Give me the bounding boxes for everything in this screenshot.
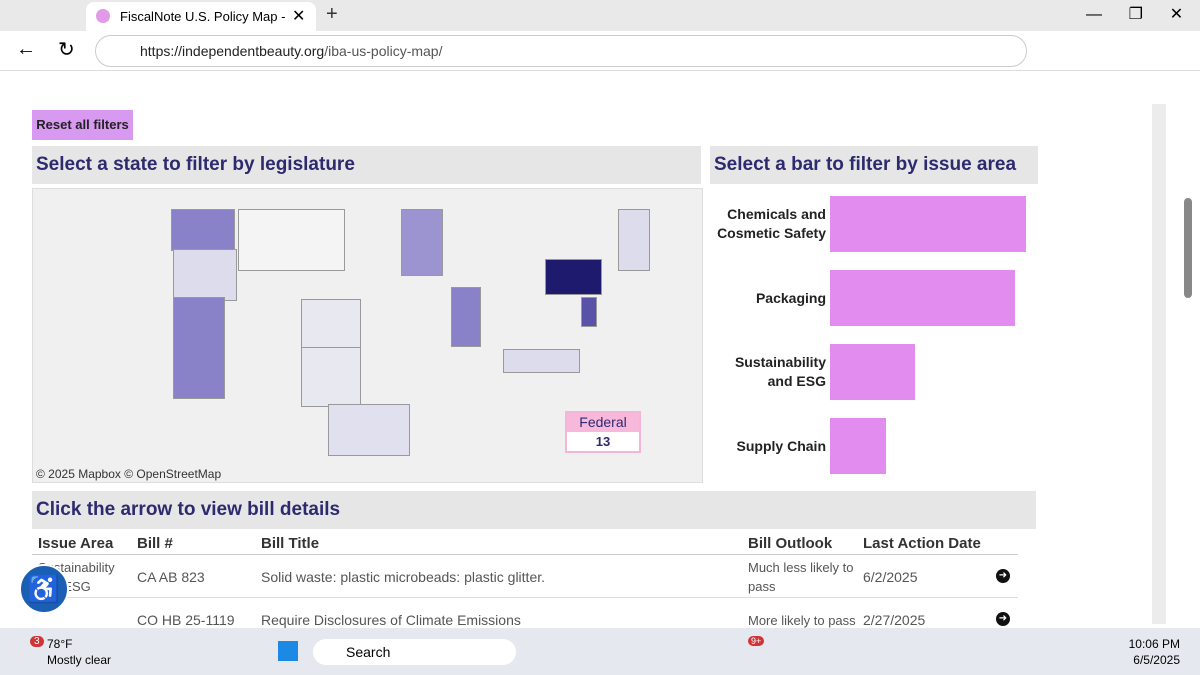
state[interactable]	[618, 209, 650, 271]
federal-label: Federal	[567, 413, 639, 432]
state[interactable]	[173, 297, 225, 399]
bar[interactable]	[830, 344, 915, 400]
weather-badge: 3	[30, 636, 44, 647]
details-arrow[interactable]: ➜	[996, 612, 1010, 626]
table-title: Click the arrow to view bill details	[32, 491, 1036, 529]
federal-box[interactable]: Federal 13	[565, 411, 641, 453]
category-label: Chemicals and Cosmetic Safety	[717, 206, 826, 241]
row-rule	[32, 597, 1018, 598]
temperature: 78°F	[47, 637, 73, 651]
accessibility-button[interactable]: ♿	[19, 564, 69, 614]
refresh[interactable]: ↻	[58, 39, 75, 61]
column-header: Bill Title	[261, 535, 320, 552]
bar[interactable]	[830, 418, 886, 474]
details-arrow[interactable]: ➜	[996, 569, 1010, 583]
address-bar[interactable]: https://independentbeauty.org/iba-us-pol…	[95, 35, 1027, 67]
inner-scrollbar	[1152, 104, 1166, 624]
map-title: Select a state to filter by legislature	[32, 146, 701, 184]
state[interactable]	[173, 249, 237, 301]
category-label: Supply Chain	[736, 437, 826, 454]
cell: 2/27/2025	[863, 612, 926, 628]
url-path: /iba-us-policy-map/	[324, 43, 443, 59]
cell: Require Disclosures of Climate Emissions	[261, 612, 521, 628]
scrollbar[interactable]	[1184, 198, 1192, 298]
taskbar: 3 78°F Mostly clear Search 9+ 10:06 PM 6…	[0, 628, 1200, 675]
time: 10:06 PM	[1128, 637, 1180, 651]
state[interactable]	[328, 404, 410, 456]
column-header: Bill #	[137, 535, 173, 552]
close-tab[interactable]: ✕	[292, 8, 306, 25]
state[interactable]	[301, 299, 361, 349]
tab-title: FiscalNote U.S. Policy Map - IBA: I	[120, 9, 290, 24]
category-label: Packaging	[755, 289, 826, 306]
back[interactable]: ←	[16, 38, 36, 60]
column-header: Bill Outlook	[748, 535, 833, 552]
column-header: Issue Area	[38, 535, 114, 552]
address-bar-row: ← ↻ https://independentbeauty.org/iba-us…	[0, 31, 1200, 71]
chart-title: Select a bar to filter by issue area	[710, 146, 1038, 184]
cell: 6/2/2025	[863, 569, 918, 585]
favicon	[96, 9, 110, 23]
cell: CA AB 823	[137, 569, 205, 585]
reset-button[interactable]: Reset all filters	[32, 110, 133, 140]
header-rule	[32, 554, 1018, 555]
category-label: Sustainability and ESG	[734, 354, 826, 389]
state[interactable]	[451, 287, 481, 347]
bar[interactable]	[830, 196, 1026, 252]
tab[interactable]: FiscalNote U.S. Policy Map - IBA: I ✕	[86, 2, 316, 31]
column-header: Last Action Date	[863, 535, 981, 552]
bar[interactable]	[830, 270, 1015, 326]
start[interactable]	[278, 641, 298, 661]
federal-count: 13	[595, 434, 611, 449]
cell: CO HB 25-1119	[137, 612, 235, 628]
state[interactable]	[581, 297, 597, 327]
attribution: © 2025 Mapbox © OpenStreetMap	[36, 467, 222, 481]
url-host: https://independentbeauty.org	[140, 43, 325, 59]
tab-bar: FiscalNote U.S. Policy Map - IBA: I ✕ + …	[0, 0, 1200, 31]
state[interactable]	[171, 209, 235, 251]
state[interactable]	[503, 349, 580, 373]
window-controls[interactable]: — ❐ ✕	[1086, 6, 1184, 23]
state[interactable]	[301, 347, 361, 407]
search[interactable]: Search	[313, 639, 516, 665]
cell: Much less likely to pass	[748, 560, 854, 594]
condition: Mostly clear	[47, 653, 112, 667]
state[interactable]	[238, 209, 345, 271]
cell: Solid waste: plastic microbeads: plastic…	[261, 569, 546, 585]
cell: More likely to pass	[748, 612, 856, 628]
new-tab[interactable]: +	[326, 3, 338, 25]
date: 6/5/2025	[1133, 653, 1180, 667]
state[interactable]	[545, 259, 602, 295]
map[interactable]: Federal 13 © 2025 Mapbox © OpenStreetMap	[32, 188, 703, 483]
state[interactable]	[401, 209, 443, 276]
teams-badge: 9+	[748, 636, 765, 646]
